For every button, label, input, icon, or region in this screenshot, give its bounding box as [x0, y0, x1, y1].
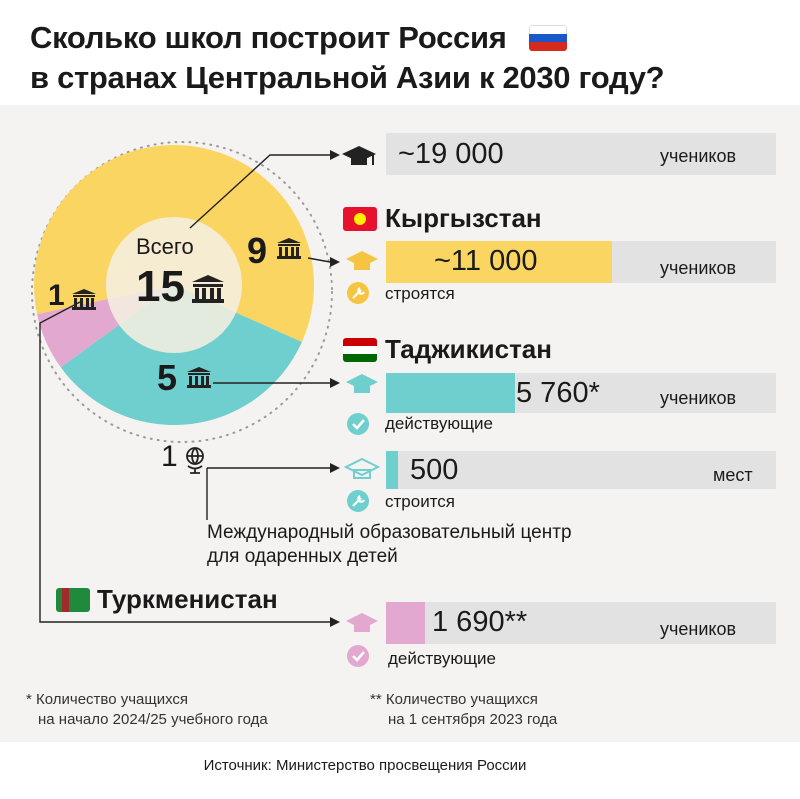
turkmenistan-status: действующие [388, 649, 497, 668]
turkmenistan-flag-icon [56, 588, 90, 612]
intl-center-text-1: Международный образовательный центр [207, 522, 572, 543]
total-students-bar [386, 133, 776, 175]
grad-cap-icon [343, 457, 381, 479]
pie-total-value: 15 [136, 262, 185, 311]
slice-label-tajikistan: 5 [157, 357, 178, 398]
wrench-icon [347, 282, 369, 304]
total-students-value: ~19 000 [398, 138, 504, 170]
footnote-2-line-2: на 1 сентября 2023 года [388, 711, 558, 728]
kyrgyzstan-flag-icon [343, 207, 377, 231]
grad-cap-icon [346, 613, 378, 632]
wrench-icon [347, 490, 369, 512]
school-building-icon [187, 367, 211, 388]
slice-label-turkmenistan: 1 [48, 279, 65, 312]
kyrgyzstan-students: ~11 000 [434, 245, 538, 277]
kyrgyzstan-bar-fill [386, 241, 612, 283]
intl-center-bar-track [386, 451, 776, 489]
school-building-icon [192, 275, 224, 303]
turkmenistan-students: 1 690** [432, 606, 528, 638]
footnote-2-line-1: ** Количество учащихся [370, 691, 538, 708]
grad-cap-icon [346, 374, 378, 393]
connector-lines [39, 154, 331, 623]
intl-center-unit: мест [713, 465, 753, 485]
footnote-1-line-2: на начало 2024/25 учебного года [38, 711, 268, 728]
tajikistan-flag-icon [343, 338, 377, 362]
connector-arrows [330, 150, 340, 627]
pie-slice-2 [60, 285, 302, 426]
title-line-2: в странах Центральной Азии к 2030 году? [30, 60, 665, 95]
country-tajikistan: Таджикистан [385, 334, 552, 364]
source-text: Источник: Министерство просвещения Росси… [203, 757, 527, 774]
school-building-icon [72, 289, 96, 310]
footnote-1: * Количество учащихся на начало 2024/25 … [26, 690, 268, 730]
turkmenistan-bar-fill [386, 602, 425, 644]
check-icon [347, 645, 369, 667]
intl-center-capacity: 500 [410, 454, 459, 486]
tajikistan-status: действующие [385, 414, 494, 433]
footnote-2: ** Количество учащихся на 1 сентября 202… [370, 690, 557, 730]
school-building-icon [277, 238, 301, 259]
grad-cap-icon [346, 251, 378, 270]
intl-center-status: строится [385, 492, 455, 511]
turkmenistan-unit: учеников [660, 619, 737, 639]
pie-center-disc [106, 217, 242, 353]
country-kyrgyzstan: Кыргызстан [385, 203, 542, 233]
footer [0, 742, 800, 799]
schools-pie-chart [31, 141, 381, 667]
country-turkmenistan: Туркменистан [97, 584, 278, 614]
title-line-1: Сколько школ построит Россия [30, 20, 507, 55]
tajikistan-bar-fill [386, 373, 515, 413]
tajikistan-unit: учеников [660, 388, 737, 408]
pie-outline-dots [31, 141, 333, 443]
kyrgyzstan-status: строятся [385, 284, 455, 303]
footnote-1-line-1: * Количество учащихся [26, 691, 189, 708]
check-icon [347, 413, 369, 435]
tajikistan-students: 5 760* [516, 377, 600, 409]
intl-center-text-2: для одаренных детей [207, 546, 398, 567]
page-title: Сколько школ построит Россия в странах Ц… [30, 18, 665, 98]
intl-center-bar-fill [386, 451, 398, 489]
grad-cap-icon [342, 146, 376, 165]
pie-center-label: Всего [136, 234, 194, 259]
russia-flag-icon [528, 25, 567, 51]
total-students-unit: учеников [660, 146, 737, 166]
globe-icon [186, 447, 204, 474]
turkmenistan-bar-track [386, 602, 776, 644]
slice-label-kyrgyzstan: 9 [247, 230, 268, 271]
intl-center-description: Международный образовательный центр для … [207, 521, 572, 569]
intl-center-count: 1 [161, 440, 178, 473]
kyrgyzstan-unit: учеников [660, 258, 737, 278]
